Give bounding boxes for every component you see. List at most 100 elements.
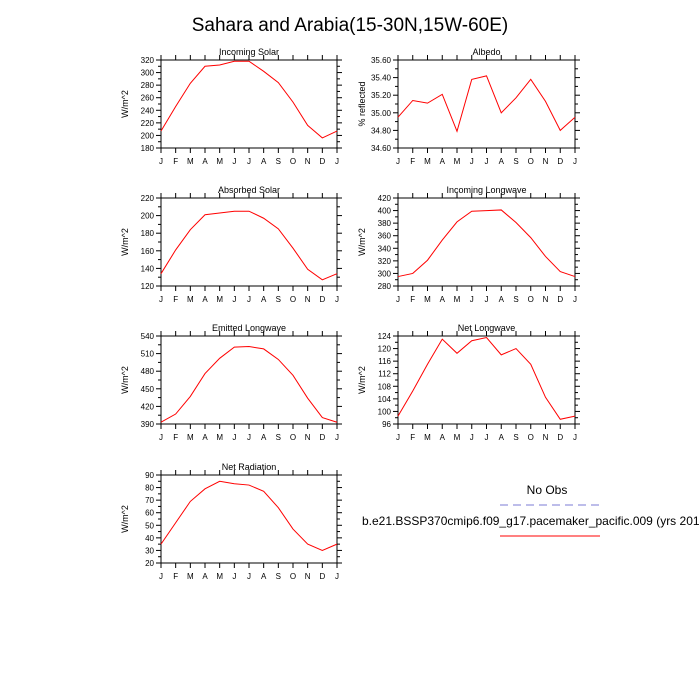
panel-title: Incoming Longwave bbox=[446, 185, 526, 195]
y-tick-label: 480 bbox=[141, 367, 155, 376]
y-tick-label: 35.20 bbox=[371, 91, 392, 100]
y-tick-label: 80 bbox=[145, 484, 154, 493]
x-tick-label: S bbox=[276, 295, 281, 304]
series-line-model bbox=[160, 346, 338, 423]
x-tick-label: J bbox=[485, 433, 489, 442]
x-tick-label: M bbox=[454, 295, 461, 304]
x-tick-label: A bbox=[499, 157, 505, 166]
x-tick-label: J bbox=[232, 572, 236, 581]
y-tick-label: 320 bbox=[378, 257, 392, 266]
x-tick-label: N bbox=[305, 295, 311, 304]
x-tick-label: J bbox=[335, 157, 339, 166]
x-tick-label: O bbox=[290, 295, 296, 304]
y-axis-label: W/m^2 bbox=[120, 505, 130, 533]
x-tick-label: J bbox=[159, 157, 163, 166]
x-tick-label: J bbox=[335, 572, 339, 581]
y-axis-label: W/m^2 bbox=[120, 90, 130, 118]
y-axis-label: W/m^2 bbox=[120, 366, 130, 394]
x-tick-label: A bbox=[440, 295, 446, 304]
x-tick-label: A bbox=[202, 295, 208, 304]
y-tick-label: 120 bbox=[378, 345, 392, 354]
y-tick-label: 35.40 bbox=[371, 74, 392, 83]
y-axis-label: W/m^2 bbox=[120, 228, 130, 256]
x-tick-label: A bbox=[202, 157, 208, 166]
y-axis-label: % reflected bbox=[357, 81, 367, 126]
x-tick-label: J bbox=[573, 433, 577, 442]
x-tick-label: A bbox=[499, 433, 505, 442]
x-tick-label: A bbox=[261, 157, 267, 166]
plot-frame bbox=[160, 59, 338, 149]
x-tick-label: M bbox=[187, 433, 194, 442]
x-tick-label: A bbox=[499, 295, 505, 304]
x-tick-label: F bbox=[173, 572, 178, 581]
x-tick-label: N bbox=[543, 295, 549, 304]
x-tick-label: M bbox=[424, 295, 431, 304]
x-tick-label: A bbox=[440, 157, 446, 166]
x-tick-label: F bbox=[173, 433, 178, 442]
x-tick-label: J bbox=[573, 157, 577, 166]
legend-obs-label: No Obs bbox=[527, 483, 568, 497]
x-tick-label: D bbox=[319, 433, 325, 442]
x-tick-label: J bbox=[159, 295, 163, 304]
y-tick-label: 100 bbox=[378, 407, 392, 416]
y-tick-label: 540 bbox=[141, 332, 155, 341]
x-tick-label: S bbox=[513, 433, 518, 442]
y-tick-label: 180 bbox=[141, 229, 155, 238]
x-tick-label: J bbox=[232, 295, 236, 304]
x-tick-label: D bbox=[557, 433, 563, 442]
x-tick-label: J bbox=[232, 433, 236, 442]
series-line-model bbox=[397, 209, 576, 278]
x-tick-label: J bbox=[159, 572, 163, 581]
y-tick-label: 380 bbox=[378, 219, 392, 228]
x-tick-label: J bbox=[247, 572, 251, 581]
y-tick-label: 260 bbox=[141, 94, 155, 103]
y-axis-label: W/m^2 bbox=[357, 366, 367, 394]
x-tick-label: J bbox=[396, 295, 400, 304]
y-axis-label: W/m^2 bbox=[357, 228, 367, 256]
figure-title: Sahara and Arabia(15-30N,15W-60E) bbox=[192, 15, 509, 36]
plot-frame bbox=[160, 474, 338, 564]
x-tick-label: S bbox=[276, 433, 281, 442]
x-tick-label: J bbox=[335, 433, 339, 442]
y-tick-label: 510 bbox=[141, 350, 155, 359]
series-line-model bbox=[397, 75, 576, 133]
x-tick-label: S bbox=[513, 295, 518, 304]
y-tick-label: 300 bbox=[141, 69, 155, 78]
y-tick-label: 140 bbox=[141, 264, 155, 273]
y-tick-label: 280 bbox=[141, 81, 155, 90]
x-tick-label: J bbox=[573, 295, 577, 304]
x-tick-label: J bbox=[247, 157, 251, 166]
y-tick-label: 120 bbox=[141, 282, 155, 291]
x-tick-label: J bbox=[470, 157, 474, 166]
x-tick-label: D bbox=[557, 157, 563, 166]
plot-frame bbox=[160, 335, 338, 425]
x-tick-label: M bbox=[216, 572, 223, 581]
panel-title: Net Radiation bbox=[222, 462, 277, 472]
y-tick-label: 50 bbox=[145, 521, 154, 530]
y-tick-label: 104 bbox=[378, 395, 392, 404]
legend-model-label: b.e21.BSSP370cmip6.f09_g17.pacemaker_pac… bbox=[362, 514, 700, 528]
x-tick-label: A bbox=[261, 295, 267, 304]
y-tick-label: 420 bbox=[378, 194, 392, 203]
y-tick-label: 34.60 bbox=[371, 144, 392, 153]
x-tick-label: M bbox=[424, 157, 431, 166]
x-tick-label: M bbox=[216, 295, 223, 304]
x-tick-label: F bbox=[410, 295, 415, 304]
legend: No Obs b.e21.BSSP370cmip6.f09_g17.pacema… bbox=[362, 483, 700, 537]
y-tick-label: 30 bbox=[145, 546, 154, 555]
plot-frame bbox=[397, 335, 576, 425]
y-tick-label: 200 bbox=[141, 212, 155, 221]
y-tick-label: 160 bbox=[141, 247, 155, 256]
x-tick-label: D bbox=[319, 572, 325, 581]
panel-title: Albedo bbox=[472, 47, 500, 57]
x-tick-label: A bbox=[261, 572, 267, 581]
y-tick-label: 35.00 bbox=[371, 109, 392, 118]
x-tick-label: J bbox=[396, 433, 400, 442]
x-tick-label: A bbox=[261, 433, 267, 442]
x-tick-label: J bbox=[247, 433, 251, 442]
